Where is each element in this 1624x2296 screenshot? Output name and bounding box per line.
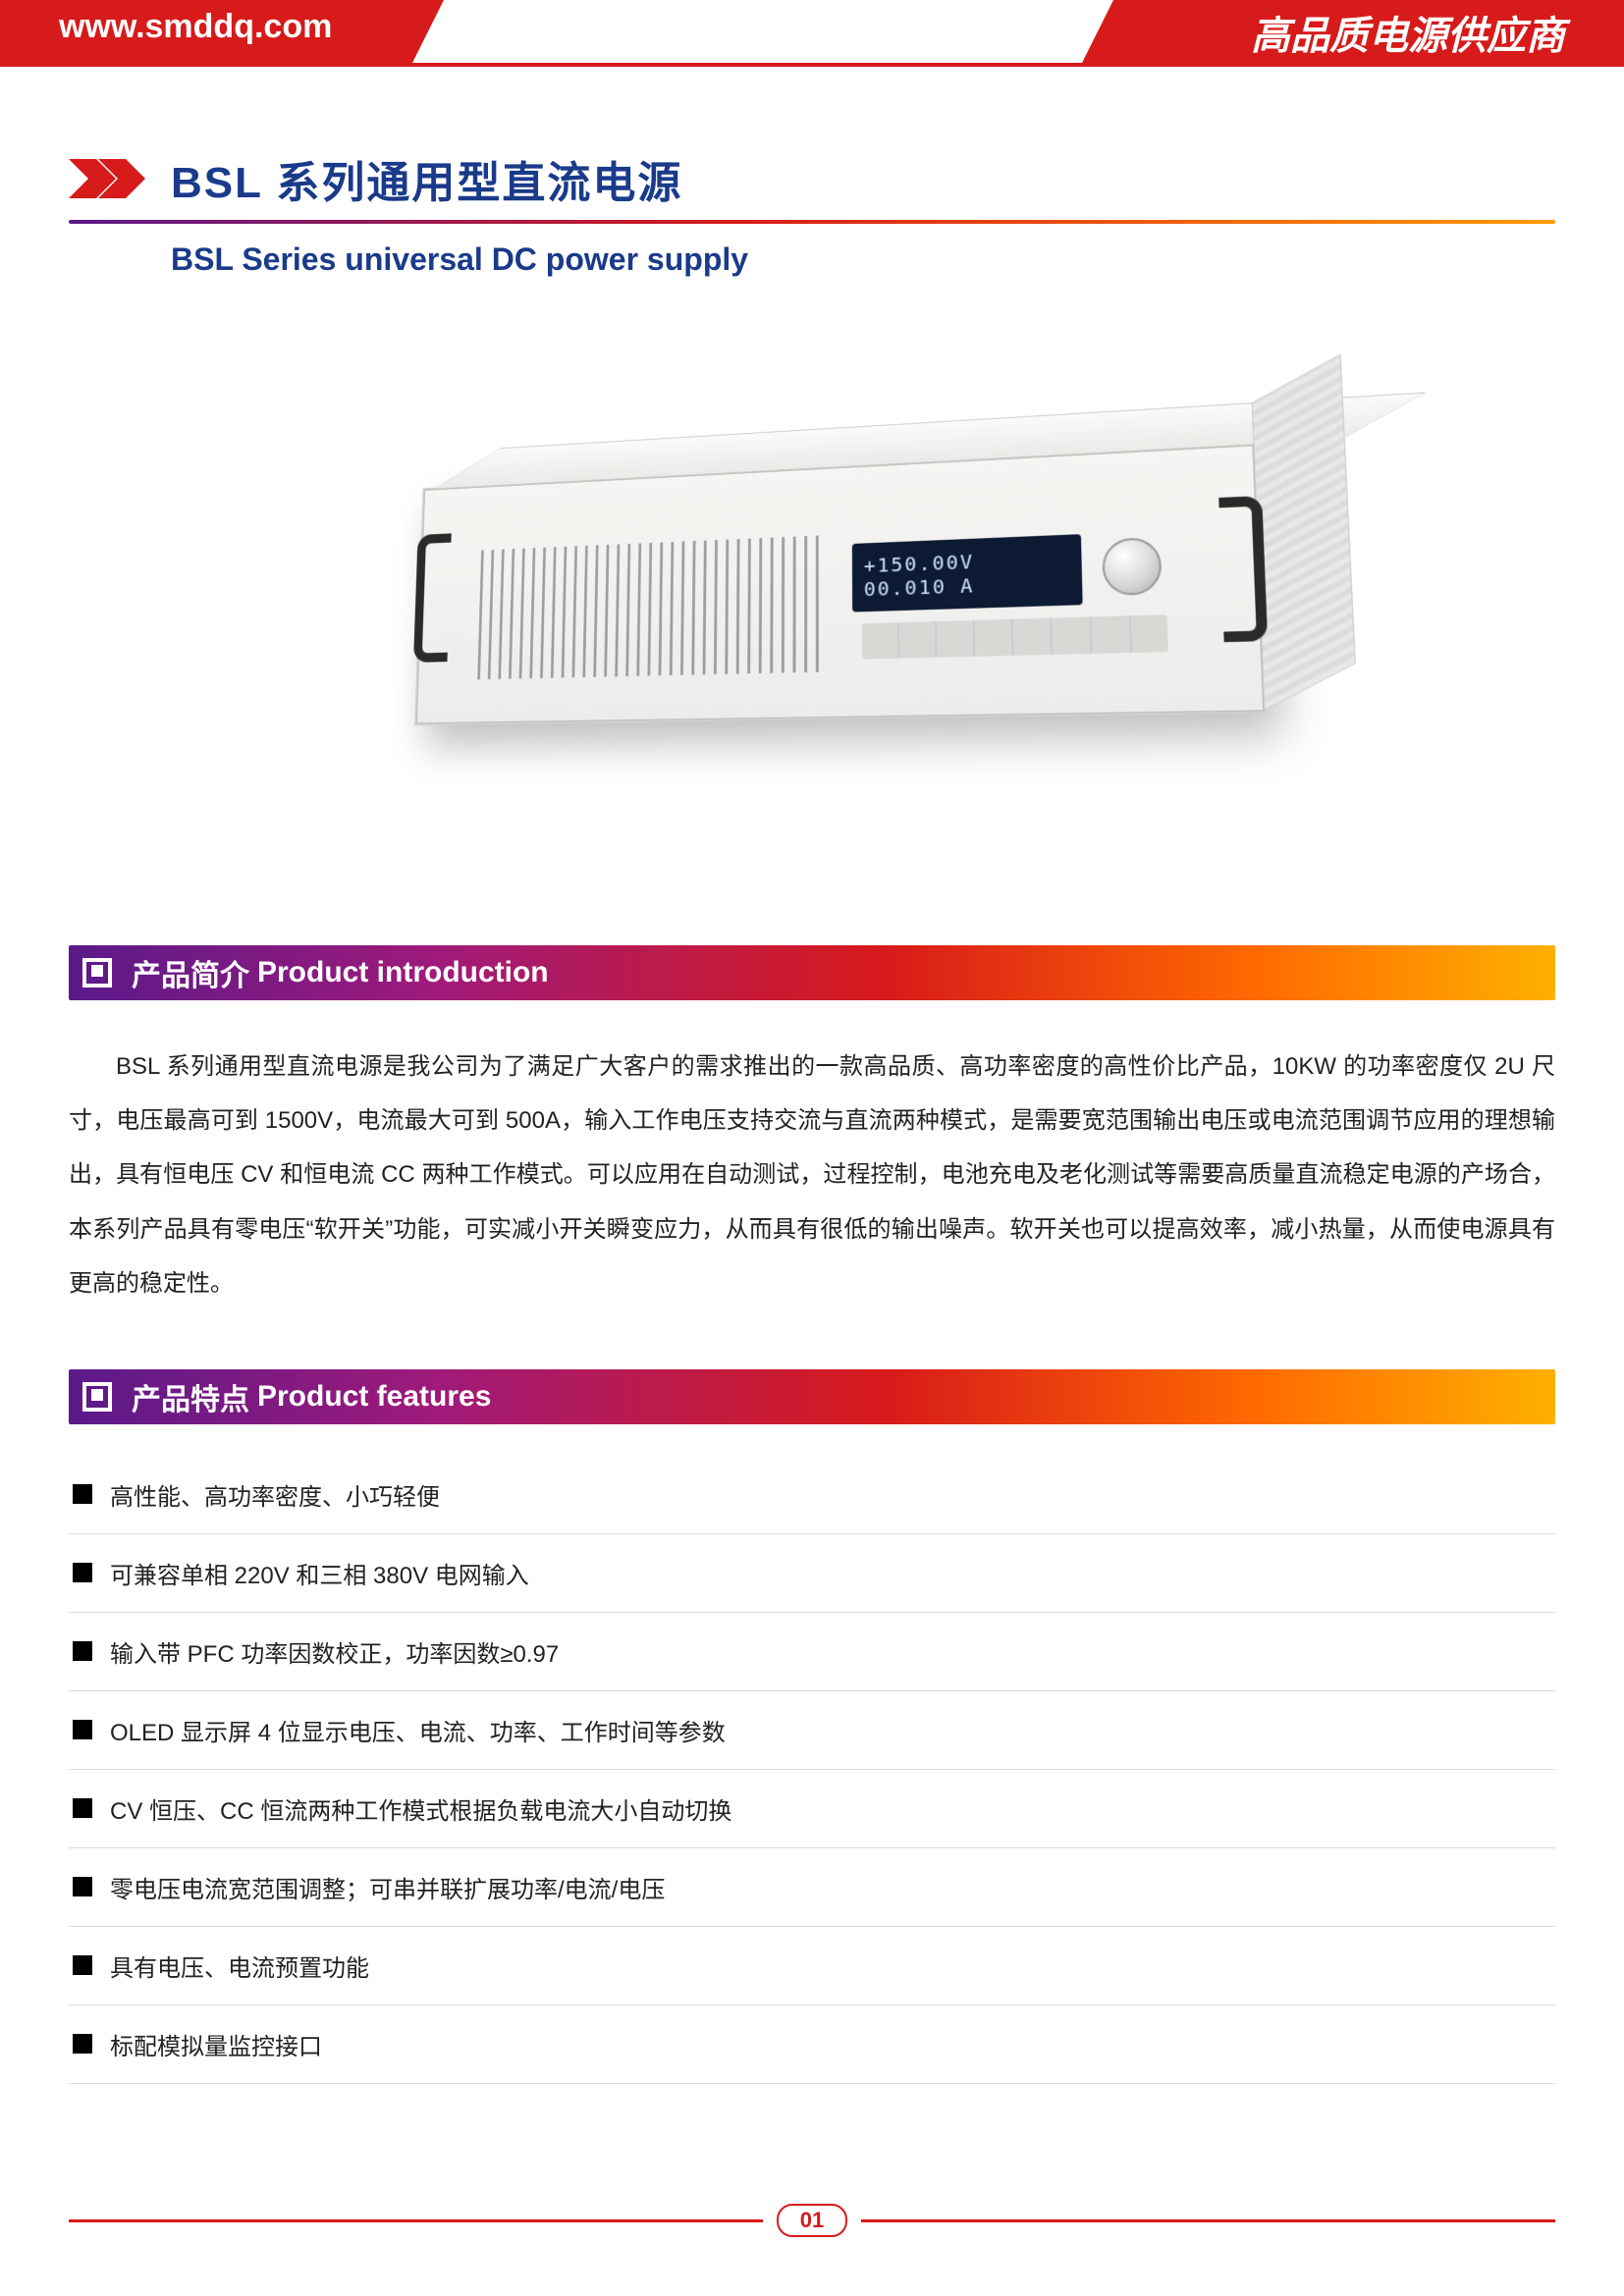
title-row: BSL 系列通用型直流电源	[69, 147, 1555, 210]
chevron-right-icon	[69, 159, 147, 198]
square-bullet-icon	[73, 2034, 92, 2054]
square-bullet-icon	[73, 1877, 92, 1896]
psu-screen: +150.00V 00.010 A	[852, 534, 1083, 612]
list-item: 高性能、高功率密度、小巧轻便	[69, 1456, 1555, 1534]
feature-text: 具有电压、电流预置功能	[110, 1949, 369, 1983]
list-item: OLED 显示屏 4 位显示电压、电流、功率、工作时间等参数	[69, 1691, 1555, 1770]
list-item: 具有电压、电流预置功能	[69, 1927, 1555, 2005]
section-intro-header: 产品简介 Product introduction	[69, 945, 1555, 1000]
intro-paragraph: BSL 系列通用型直流电源是我公司为了满足广大客户的需求推出的一款高品质、高功率…	[69, 1040, 1555, 1310]
feature-text: 零电压电流宽范围调整；可串并联扩展功率/电流/电压	[110, 1870, 665, 1904]
feature-text: CV 恒压、CC 恒流两种工作模式根据负载电流大小自动切换	[110, 1791, 731, 1826]
section-features-header: 产品特点 Product features	[69, 1369, 1555, 1424]
square-bullet-icon	[73, 1563, 92, 1582]
list-item: 输入带 PFC 功率因数校正，功率因数≥0.97	[69, 1613, 1555, 1691]
square-bullet-icon	[73, 1484, 92, 1504]
square-bullet-icon	[73, 1798, 92, 1818]
psu-buttons	[862, 614, 1168, 659]
features-list: 高性能、高功率密度、小巧轻便 可兼容单相 220V 和三相 380V 电网输入 …	[69, 1456, 1555, 2084]
page-number: 01	[777, 2204, 847, 2237]
footer-line-right	[861, 2219, 1555, 2222]
product-image: +150.00V 00.010 A	[69, 337, 1555, 847]
page-header: www.smddq.com 高品质电源供应商	[0, 0, 1624, 63]
square-bullet-icon	[82, 958, 112, 988]
list-item: 标配模拟量监控接口	[69, 2005, 1555, 2084]
psu-current: 00.010 A	[864, 573, 975, 601]
list-item: 可兼容单相 220V 和三相 380V 电网输入	[69, 1534, 1555, 1613]
square-bullet-icon	[73, 1641, 92, 1661]
site-slogan: 高品质电源供应商	[1113, 0, 1624, 63]
main-title-cn: BSL 系列通用型直流电源	[171, 147, 682, 210]
feature-text: 可兼容单相 220V 和三相 380V 电网输入	[110, 1556, 529, 1590]
square-bullet-icon	[73, 1955, 92, 1975]
section-features-en: Product features	[257, 1380, 491, 1414]
title-underline	[69, 220, 1555, 224]
list-item: CV 恒压、CC 恒流两种工作模式根据负载电流大小自动切换	[69, 1770, 1555, 1848]
footer-line-left	[69, 2219, 763, 2222]
page-content: BSL 系列通用型直流电源 BSL Series universal DC po…	[69, 147, 1555, 2084]
feature-text: 高性能、高功率密度、小巧轻便	[110, 1477, 440, 1512]
feature-text: OLED 显示屏 4 位显示电压、电流、功率、工作时间等参数	[110, 1713, 726, 1747]
section-features-cn: 产品特点	[132, 1375, 249, 1418]
section-intro-cn: 产品简介	[132, 951, 249, 994]
psu-knob	[1102, 537, 1163, 596]
feature-text: 输入带 PFC 功率因数校正，功率因数≥0.97	[110, 1634, 559, 1669]
square-bullet-icon	[82, 1382, 112, 1412]
psu-illustration: +150.00V 00.010 A	[414, 443, 1266, 725]
header-underline	[0, 63, 1624, 67]
site-url: www.smddq.com	[0, 0, 412, 63]
list-item: 零电压电流宽范围调整；可串并联扩展功率/电流/电压	[69, 1848, 1555, 1927]
feature-text: 标配模拟量监控接口	[110, 2027, 322, 2061]
square-bullet-icon	[73, 1720, 92, 1739]
page-footer: 01	[69, 2204, 1555, 2237]
section-intro-en: Product introduction	[257, 956, 549, 989]
main-title-en: BSL Series universal DC power supply	[171, 241, 1555, 278]
